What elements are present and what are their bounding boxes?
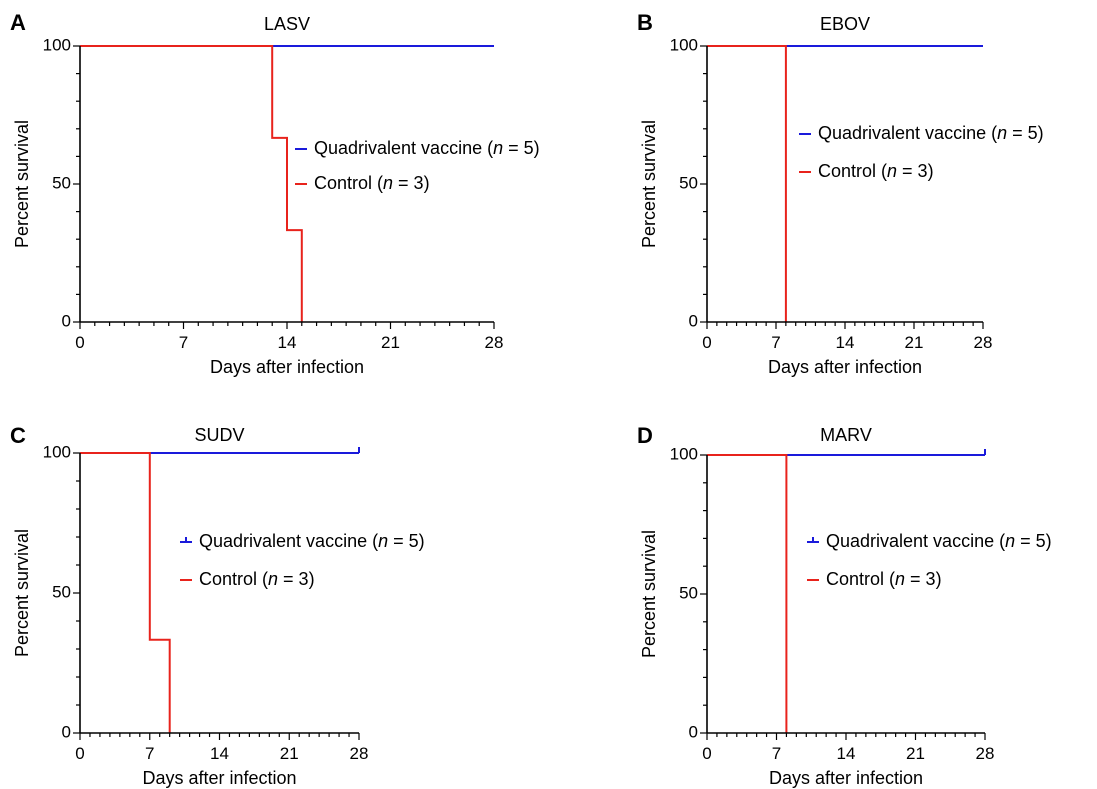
x-axis-label: Days after infection <box>142 768 296 788</box>
x-tick-label: 21 <box>381 333 400 352</box>
x-tick-label: 0 <box>702 333 711 352</box>
legend-control-label: Control (n = 3) <box>314 173 430 193</box>
y-tick-label: 0 <box>689 311 698 330</box>
x-tick-label: 21 <box>280 744 299 763</box>
y-axis-label: Percent survival <box>12 120 32 248</box>
x-tick-label: 14 <box>210 744 229 763</box>
y-tick-label: 0 <box>62 722 71 741</box>
x-tick-label: 21 <box>905 333 924 352</box>
x-tick-label: 7 <box>145 744 154 763</box>
legend-vaccine-label: Quadrivalent vaccine (n = 5) <box>818 123 1044 143</box>
x-axis-label: Days after infection <box>210 357 364 377</box>
legend-vaccine-label: Quadrivalent vaccine (n = 5) <box>314 138 540 158</box>
panel-title: MARV <box>820 425 872 445</box>
panel-title: SUDV <box>194 425 244 445</box>
y-axis-label: Percent survival <box>639 120 659 248</box>
panel-title: EBOV <box>820 14 870 34</box>
x-tick-label: 14 <box>837 744 856 763</box>
x-tick-label: 28 <box>974 333 993 352</box>
legend-control-label: Control (n = 3) <box>199 569 315 589</box>
panel-letter: A <box>10 10 26 35</box>
legend-vaccine-label: Quadrivalent vaccine (n = 5) <box>199 531 425 551</box>
x-tick-label: 28 <box>976 744 995 763</box>
control-survival-line <box>707 45 787 322</box>
panel-a: A LASV 0 7 14 21 28 0 50 100 Days after infection P… <box>10 10 540 377</box>
panel-d: D MARV 0 7 14 21 28 0 50 100 Days after infection P… <box>637 423 1052 788</box>
y-tick-label: 50 <box>679 173 698 192</box>
x-axis-label: Days after infection <box>769 768 923 788</box>
control-survival-line <box>80 45 303 322</box>
x-tick-label: 28 <box>485 333 504 352</box>
y-axis-label: Percent survival <box>639 530 659 658</box>
panel-letter: C <box>10 423 26 448</box>
legend: Quadrivalent vaccine (n = 5) Control (n =… <box>295 138 540 193</box>
y-tick-label: 100 <box>43 442 71 461</box>
panel-letter: B <box>637 10 653 35</box>
x-tick-label: 21 <box>906 744 925 763</box>
x-tick-label: 0 <box>702 744 711 763</box>
panel-c: C SUDV 0 7 14 21 28 0 50 100 Days after infection P… <box>10 423 425 788</box>
y-tick-label: 50 <box>52 582 71 601</box>
legend-vaccine-label: Quadrivalent vaccine (n = 5) <box>826 531 1052 551</box>
x-tick-label: 14 <box>836 333 855 352</box>
y-tick-label: 50 <box>52 173 71 192</box>
y-tick-label: 0 <box>62 311 71 330</box>
y-tick-label: 50 <box>679 583 698 602</box>
x-tick-label: 0 <box>75 333 84 352</box>
x-tick-label: 7 <box>772 744 781 763</box>
control-survival-line <box>707 454 788 733</box>
x-tick-label: 28 <box>350 744 369 763</box>
legend: Quadrivalent vaccine (n = 5) Control (n =… <box>799 123 1044 181</box>
x-tick-label: 14 <box>278 333 297 352</box>
y-tick-label: 100 <box>670 444 698 463</box>
control-survival-line <box>80 452 171 733</box>
panel-title: LASV <box>264 14 310 34</box>
x-tick-label: 7 <box>179 333 188 352</box>
panel-letter: D <box>637 423 653 448</box>
legend: Quadrivalent vaccine (n = 5) Control (n =… <box>807 531 1052 589</box>
y-tick-label: 100 <box>670 35 698 54</box>
y-axis-label: Percent survival <box>12 529 32 657</box>
legend: Quadrivalent vaccine (n = 5) Control (n =… <box>180 531 425 589</box>
panel-b: B EBOV 0 7 14 21 28 0 50 100 Days after infection P… <box>637 10 1044 377</box>
y-tick-label: 100 <box>43 35 71 54</box>
x-axis-label: Days after infection <box>768 357 922 377</box>
x-tick-label: 0 <box>75 744 84 763</box>
x-tick-label: 7 <box>771 333 780 352</box>
legend-control-label: Control (n = 3) <box>826 569 942 589</box>
legend-control-label: Control (n = 3) <box>818 161 934 181</box>
y-tick-label: 0 <box>689 722 698 741</box>
